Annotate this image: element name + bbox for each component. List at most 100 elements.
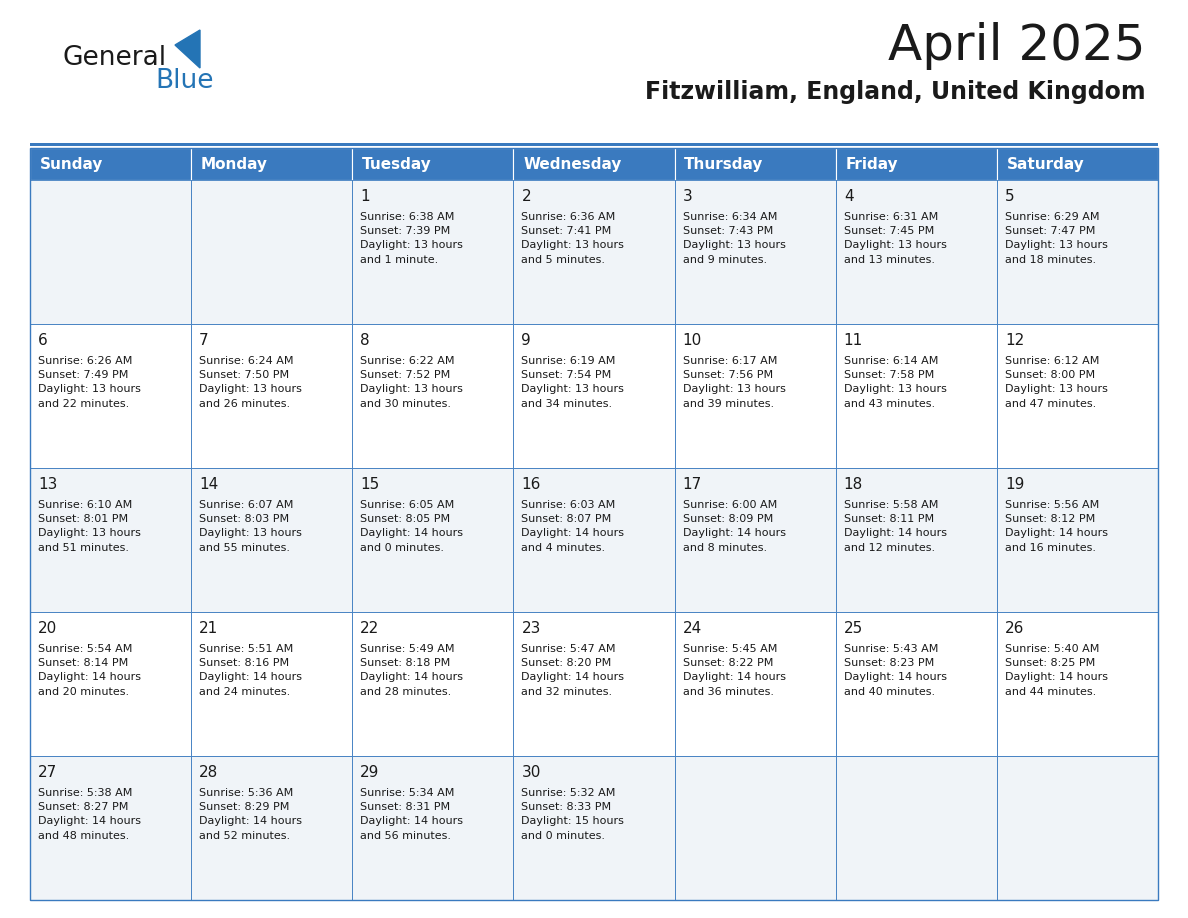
Text: 3: 3 (683, 188, 693, 204)
Bar (675, 756, 835, 900)
Text: Sunrise: 6:38 AM
Sunset: 7:39 PM
Daylight: 13 hours
and 1 minute.: Sunrise: 6:38 AM Sunset: 7:39 PM Dayligh… (360, 212, 463, 265)
Text: Sunrise: 6:26 AM
Sunset: 7:49 PM
Daylight: 13 hours
and 22 minutes.: Sunrise: 6:26 AM Sunset: 7:49 PM Dayligh… (38, 355, 141, 409)
Bar (513, 180, 675, 324)
Text: 16: 16 (522, 476, 541, 492)
Bar (191, 180, 353, 324)
Bar (353, 180, 513, 324)
Text: 15: 15 (360, 476, 380, 492)
Text: Sunrise: 6:36 AM
Sunset: 7:41 PM
Daylight: 13 hours
and 5 minutes.: Sunrise: 6:36 AM Sunset: 7:41 PM Dayligh… (522, 212, 625, 265)
Text: Sunrise: 6:34 AM
Sunset: 7:43 PM
Daylight: 13 hours
and 9 minutes.: Sunrise: 6:34 AM Sunset: 7:43 PM Dayligh… (683, 212, 785, 265)
Bar (353, 468, 513, 612)
Bar (353, 612, 513, 756)
Bar (835, 324, 997, 468)
Text: Sunrise: 6:22 AM
Sunset: 7:52 PM
Daylight: 13 hours
and 30 minutes.: Sunrise: 6:22 AM Sunset: 7:52 PM Dayligh… (360, 355, 463, 409)
Text: Saturday: Saturday (1006, 156, 1085, 172)
Text: 21: 21 (200, 621, 219, 635)
Bar (675, 180, 835, 324)
Text: 26: 26 (1005, 621, 1024, 635)
Bar (513, 756, 675, 900)
Text: 1: 1 (360, 188, 369, 204)
Text: Friday: Friday (846, 156, 898, 172)
Bar (835, 180, 997, 324)
Text: Wednesday: Wednesday (523, 156, 621, 172)
Text: Tuesday: Tuesday (362, 156, 431, 172)
Bar (997, 468, 1158, 612)
Bar (191, 756, 353, 900)
Bar (997, 612, 1158, 756)
Text: Sunrise: 6:24 AM
Sunset: 7:50 PM
Daylight: 13 hours
and 26 minutes.: Sunrise: 6:24 AM Sunset: 7:50 PM Dayligh… (200, 355, 302, 409)
Bar (997, 148, 1158, 180)
Text: Sunrise: 5:49 AM
Sunset: 8:18 PM
Daylight: 14 hours
and 28 minutes.: Sunrise: 5:49 AM Sunset: 8:18 PM Dayligh… (360, 644, 463, 697)
Text: Sunrise: 5:32 AM
Sunset: 8:33 PM
Daylight: 15 hours
and 0 minutes.: Sunrise: 5:32 AM Sunset: 8:33 PM Dayligh… (522, 788, 625, 841)
Bar (30, 148, 191, 180)
Text: Blue: Blue (154, 68, 214, 94)
Text: 12: 12 (1005, 332, 1024, 348)
Text: 4: 4 (843, 188, 853, 204)
Text: 8: 8 (360, 332, 369, 348)
Bar (835, 148, 997, 180)
Text: Sunrise: 5:38 AM
Sunset: 8:27 PM
Daylight: 14 hours
and 48 minutes.: Sunrise: 5:38 AM Sunset: 8:27 PM Dayligh… (38, 788, 141, 841)
Bar (30, 143, 1158, 146)
Text: Sunrise: 6:03 AM
Sunset: 8:07 PM
Daylight: 14 hours
and 4 minutes.: Sunrise: 6:03 AM Sunset: 8:07 PM Dayligh… (522, 499, 625, 553)
Text: Sunrise: 6:31 AM
Sunset: 7:45 PM
Daylight: 13 hours
and 13 minutes.: Sunrise: 6:31 AM Sunset: 7:45 PM Dayligh… (843, 212, 947, 265)
Text: 22: 22 (360, 621, 380, 635)
Text: Sunrise: 6:19 AM
Sunset: 7:54 PM
Daylight: 13 hours
and 34 minutes.: Sunrise: 6:19 AM Sunset: 7:54 PM Dayligh… (522, 355, 625, 409)
Text: Sunrise: 5:45 AM
Sunset: 8:22 PM
Daylight: 14 hours
and 36 minutes.: Sunrise: 5:45 AM Sunset: 8:22 PM Dayligh… (683, 644, 785, 697)
Text: 24: 24 (683, 621, 702, 635)
Bar (191, 468, 353, 612)
Bar (191, 148, 353, 180)
Polygon shape (175, 30, 200, 68)
Bar (30, 756, 191, 900)
Bar (835, 612, 997, 756)
Text: Sunrise: 6:14 AM
Sunset: 7:58 PM
Daylight: 13 hours
and 43 minutes.: Sunrise: 6:14 AM Sunset: 7:58 PM Dayligh… (843, 355, 947, 409)
Text: Sunrise: 6:29 AM
Sunset: 7:47 PM
Daylight: 13 hours
and 18 minutes.: Sunrise: 6:29 AM Sunset: 7:47 PM Dayligh… (1005, 212, 1107, 265)
Text: 20: 20 (38, 621, 57, 635)
Text: Sunday: Sunday (39, 156, 103, 172)
Bar (191, 612, 353, 756)
Text: Monday: Monday (201, 156, 267, 172)
Bar (675, 612, 835, 756)
Bar (513, 468, 675, 612)
Bar (30, 180, 191, 324)
Text: Fitzwilliam, England, United Kingdom: Fitzwilliam, England, United Kingdom (645, 80, 1146, 104)
Bar (30, 324, 191, 468)
Text: April 2025: April 2025 (889, 22, 1146, 70)
Text: 28: 28 (200, 765, 219, 779)
Text: Sunrise: 6:05 AM
Sunset: 8:05 PM
Daylight: 14 hours
and 0 minutes.: Sunrise: 6:05 AM Sunset: 8:05 PM Dayligh… (360, 499, 463, 553)
Bar (30, 148, 1158, 900)
Text: 7: 7 (200, 332, 209, 348)
Bar (997, 180, 1158, 324)
Bar (997, 324, 1158, 468)
Text: 17: 17 (683, 476, 702, 492)
Text: 14: 14 (200, 476, 219, 492)
Text: 13: 13 (38, 476, 57, 492)
Text: 2: 2 (522, 188, 531, 204)
Bar (353, 756, 513, 900)
Text: Sunrise: 5:36 AM
Sunset: 8:29 PM
Daylight: 14 hours
and 52 minutes.: Sunrise: 5:36 AM Sunset: 8:29 PM Dayligh… (200, 788, 302, 841)
Text: 25: 25 (843, 621, 862, 635)
Bar (513, 148, 675, 180)
Text: 9: 9 (522, 332, 531, 348)
Bar (675, 468, 835, 612)
Bar (353, 148, 513, 180)
Text: Sunrise: 5:51 AM
Sunset: 8:16 PM
Daylight: 14 hours
and 24 minutes.: Sunrise: 5:51 AM Sunset: 8:16 PM Dayligh… (200, 644, 302, 697)
Text: 10: 10 (683, 332, 702, 348)
Bar (997, 756, 1158, 900)
Text: Sunrise: 5:34 AM
Sunset: 8:31 PM
Daylight: 14 hours
and 56 minutes.: Sunrise: 5:34 AM Sunset: 8:31 PM Dayligh… (360, 788, 463, 841)
Text: Sunrise: 6:07 AM
Sunset: 8:03 PM
Daylight: 13 hours
and 55 minutes.: Sunrise: 6:07 AM Sunset: 8:03 PM Dayligh… (200, 499, 302, 553)
Bar (30, 612, 191, 756)
Text: 6: 6 (38, 332, 48, 348)
Text: General: General (62, 45, 166, 71)
Bar (513, 612, 675, 756)
Text: 23: 23 (522, 621, 541, 635)
Bar (675, 148, 835, 180)
Text: Sunrise: 5:58 AM
Sunset: 8:11 PM
Daylight: 14 hours
and 12 minutes.: Sunrise: 5:58 AM Sunset: 8:11 PM Dayligh… (843, 499, 947, 553)
Bar (835, 468, 997, 612)
Bar (353, 324, 513, 468)
Text: Sunrise: 5:40 AM
Sunset: 8:25 PM
Daylight: 14 hours
and 44 minutes.: Sunrise: 5:40 AM Sunset: 8:25 PM Dayligh… (1005, 644, 1108, 697)
Text: 27: 27 (38, 765, 57, 779)
Bar (675, 324, 835, 468)
Text: 30: 30 (522, 765, 541, 779)
Text: Sunrise: 5:47 AM
Sunset: 8:20 PM
Daylight: 14 hours
and 32 minutes.: Sunrise: 5:47 AM Sunset: 8:20 PM Dayligh… (522, 644, 625, 697)
Text: 5: 5 (1005, 188, 1015, 204)
